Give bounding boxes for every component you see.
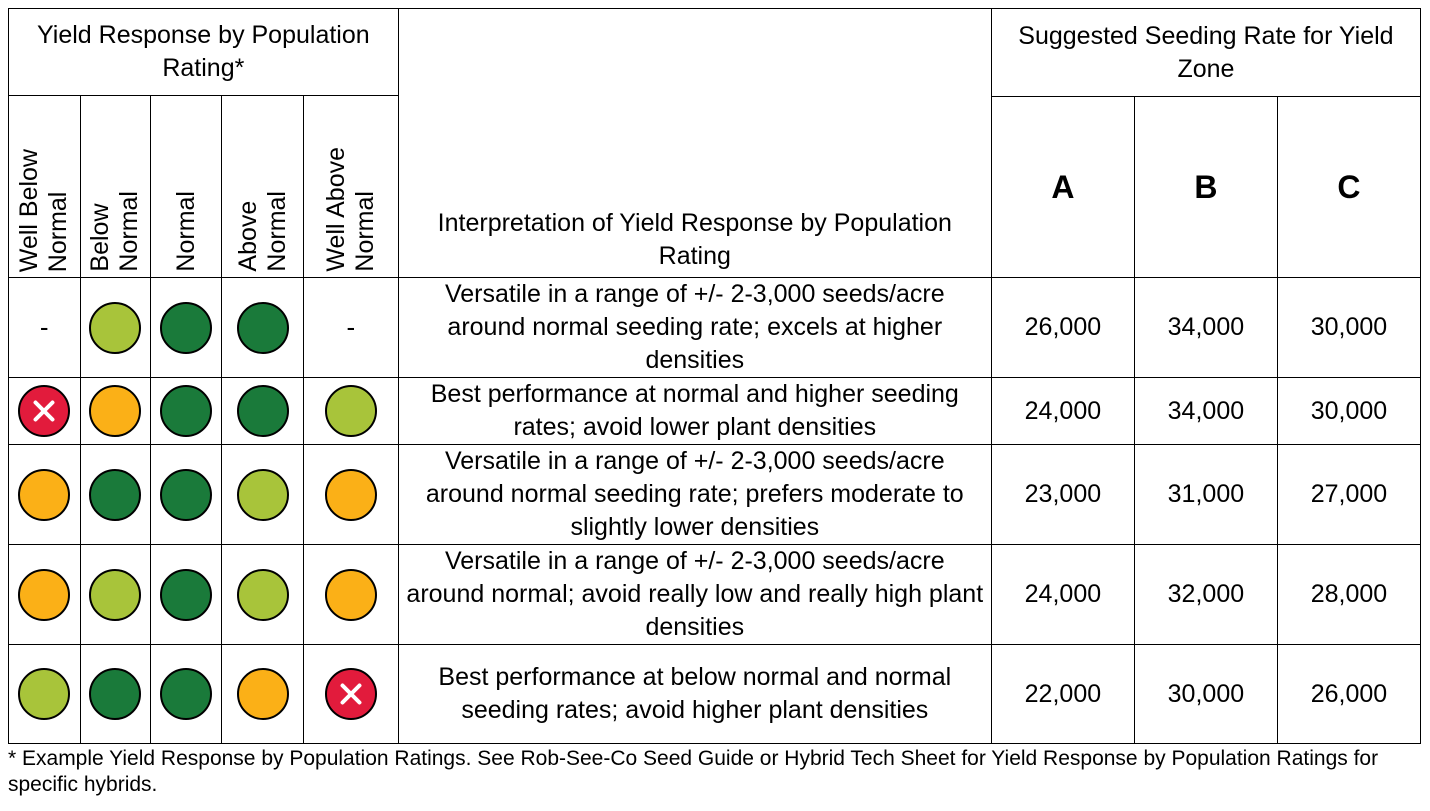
rating-cell — [221, 644, 305, 744]
seeding-rate-table: Yield Response by Population Rating* Int… — [8, 8, 1422, 744]
light-green-circle-icon — [89, 301, 142, 354]
orange-circle-icon — [324, 468, 377, 521]
dark-green-circle-icon — [160, 668, 213, 720]
rating-cell — [79, 377, 151, 445]
seeding-rate-header: Suggested Seeding Rate for Yield Zone — [990, 8, 1422, 97]
rating-cell — [221, 377, 305, 445]
zone-b-header: B — [1133, 96, 1278, 278]
rating-col-label: Normal — [171, 191, 200, 272]
dark-green-circle-icon — [236, 385, 289, 437]
light-green-circle-icon — [18, 668, 71, 720]
orange-circle-icon — [236, 668, 289, 720]
rate-cell-a: 22,000 — [990, 644, 1135, 744]
rating-cell — [221, 277, 305, 378]
orange-circle-icon — [18, 468, 71, 521]
interpretation-cell: Best performance at normal and higher se… — [397, 377, 992, 445]
rating-cell — [8, 377, 81, 445]
rating-cell — [79, 644, 151, 744]
rating-cell — [149, 277, 223, 378]
rating-cell — [79, 277, 151, 378]
light-green-circle-icon — [89, 568, 142, 621]
interpretation-header: Interpretation of Yield Response by Popu… — [397, 8, 992, 278]
rating-col-label: Well Below Normal — [15, 148, 73, 272]
rating-col-label: Above Normal — [233, 191, 291, 272]
rating-cell — [303, 444, 399, 545]
rate-cell-c: 27,000 — [1276, 444, 1422, 545]
orange-circle-icon — [89, 385, 142, 437]
rating-col-label: Well Above Normal — [321, 147, 379, 272]
light-green-circle-icon — [324, 385, 377, 437]
rating-cell — [221, 544, 305, 645]
rating-cell — [303, 644, 399, 744]
no-rating-dash: - — [39, 312, 49, 342]
dark-green-circle-icon — [160, 301, 213, 354]
rating-cell: - — [8, 277, 81, 378]
zone-a-header: A — [990, 96, 1135, 278]
rating-col-above: Above Normal — [221, 95, 305, 278]
table-row: Best performance at normal and higher se… — [8, 377, 1422, 445]
light-green-circle-icon — [236, 468, 289, 521]
rate-cell-c: 28,000 — [1276, 544, 1422, 645]
rate-cell-b: 32,000 — [1133, 544, 1278, 645]
rating-col-well-above: Well Above Normal — [303, 95, 399, 278]
interpretation-cell: Versatile in a range of +/- 2-3,000 seed… — [397, 544, 992, 645]
table-row: Versatile in a range of +/- 2-3,000 seed… — [8, 544, 1422, 645]
interpretation-cell: Versatile in a range of +/- 2-3,000 seed… — [397, 444, 992, 545]
rating-cell — [303, 544, 399, 645]
rating-cell: - — [303, 277, 399, 378]
rating-cell — [149, 544, 223, 645]
rating-cell — [149, 377, 223, 445]
interpretation-cell: Best performance at below normal and nor… — [397, 644, 992, 744]
rating-cell — [149, 444, 223, 545]
light-green-circle-icon — [236, 568, 289, 621]
rate-cell-c: 30,000 — [1276, 277, 1422, 378]
zone-c-header: C — [1276, 96, 1422, 278]
no-rating-dash: - — [346, 312, 356, 342]
dark-green-circle-icon — [89, 668, 142, 720]
red-x-circle-icon — [18, 385, 71, 437]
rating-col-well-below: Well Below Normal — [8, 95, 81, 278]
orange-circle-icon — [324, 568, 377, 621]
rating-cell — [8, 444, 81, 545]
rate-cell-a: 24,000 — [990, 544, 1135, 645]
rate-cell-a: 26,000 — [990, 277, 1135, 378]
rating-col-below: Below Normal — [79, 95, 151, 278]
rating-cell — [303, 377, 399, 445]
rating-cell — [79, 544, 151, 645]
rating-cell — [149, 644, 223, 744]
table-row: - - Versatile in a range of +/- 2-3,000 … — [8, 277, 1422, 378]
dark-green-circle-icon — [160, 568, 213, 621]
rate-cell-a: 24,000 — [990, 377, 1135, 445]
table-row: Best performance at below normal and nor… — [8, 644, 1422, 744]
dark-green-circle-icon — [236, 301, 289, 354]
dark-green-circle-icon — [89, 468, 142, 521]
table-row: Versatile in a range of +/- 2-3,000 seed… — [8, 444, 1422, 545]
footnote: * Example Yield Response by Population R… — [8, 747, 1379, 796]
rate-cell-b: 30,000 — [1133, 644, 1278, 744]
red-x-circle-icon — [324, 668, 377, 720]
rating-col-normal: Normal — [149, 95, 223, 278]
orange-circle-icon — [18, 568, 71, 621]
rate-cell-c: 26,000 — [1276, 644, 1422, 744]
dark-green-circle-icon — [160, 385, 213, 437]
rating-cell — [221, 444, 305, 545]
rating-cell — [8, 644, 81, 744]
yield-response-group-header: Yield Response by Population Rating* — [8, 8, 399, 96]
interpretation-cell: Versatile in a range of +/- 2-3,000 seed… — [397, 277, 992, 378]
rate-cell-b: 34,000 — [1133, 377, 1278, 445]
rating-col-label: Below Normal — [86, 191, 144, 272]
rate-cell-b: 31,000 — [1133, 444, 1278, 545]
rate-cell-a: 23,000 — [990, 444, 1135, 545]
rate-cell-b: 34,000 — [1133, 277, 1278, 378]
dark-green-circle-icon — [160, 468, 213, 521]
rating-cell — [79, 444, 151, 545]
rate-cell-c: 30,000 — [1276, 377, 1422, 445]
rating-cell — [8, 544, 81, 645]
